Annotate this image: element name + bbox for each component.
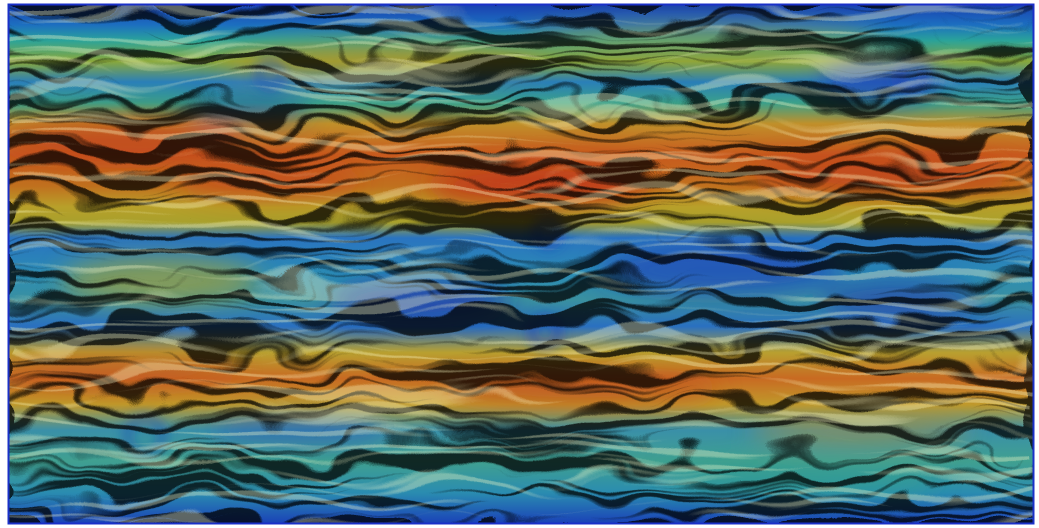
flow-field [0,4,1034,524]
streamlines-light [8,4,1034,524]
page [0,0,1039,528]
flow-visualization [0,0,1039,528]
